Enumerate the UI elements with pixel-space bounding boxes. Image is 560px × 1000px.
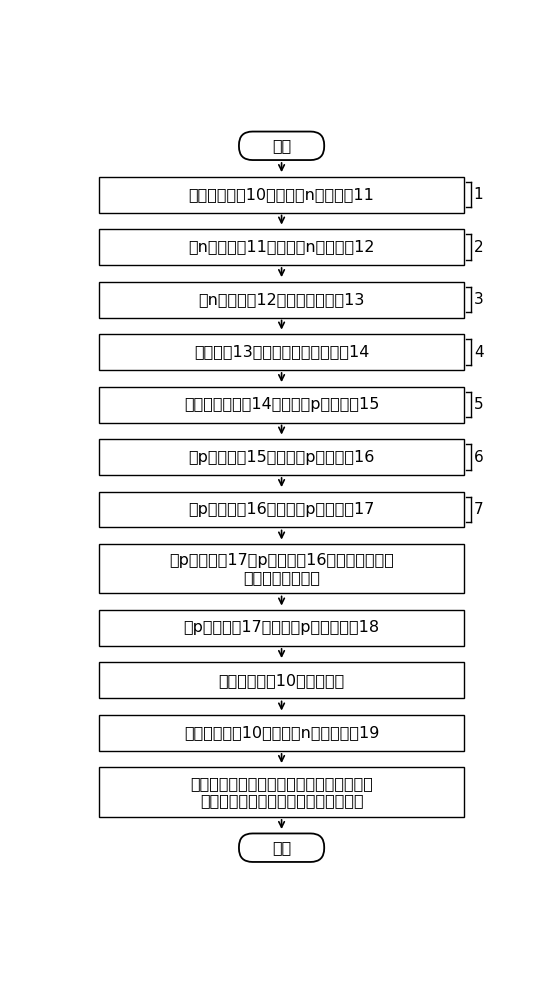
FancyBboxPatch shape xyxy=(100,177,464,213)
Text: 3: 3 xyxy=(474,292,483,307)
Text: 5: 5 xyxy=(474,397,483,412)
Text: 6: 6 xyxy=(474,450,483,465)
FancyBboxPatch shape xyxy=(100,334,464,370)
Text: 在量子阱有源区14之上生长p型波导层15: 在量子阱有源区14之上生长p型波导层15 xyxy=(184,397,379,412)
Text: 对p型接触层17和p型限制层16进行湿法腐蚀或
干法刻蚀形成脊型: 对p型接触层17和p型限制层16进行湿法腐蚀或 干法刻蚀形成脊型 xyxy=(169,553,394,585)
Text: 在砷化镓衬底10背面制作n型欧姆电极19: 在砷化镓衬底10背面制作n型欧姆电极19 xyxy=(184,725,379,740)
Text: 结束: 结束 xyxy=(272,840,291,855)
Text: 在p型波导层15之上生长p型限制层16: 在p型波导层15之上生长p型限制层16 xyxy=(188,450,375,465)
Text: 1: 1 xyxy=(474,187,483,202)
Text: 在n型限制层11之上生长n型波导层12: 在n型限制层11之上生长n型波导层12 xyxy=(188,240,375,255)
FancyBboxPatch shape xyxy=(239,132,324,160)
FancyBboxPatch shape xyxy=(100,715,464,751)
Text: 将砷化镓衬底10减薄、清洗: 将砷化镓衬底10减薄、清洗 xyxy=(218,673,345,688)
FancyBboxPatch shape xyxy=(100,387,464,423)
Text: 进行解理、镀膜，最后封装在管壳上，完成
具有低电子泄漏的砷化镓激光器的制作: 进行解理、镀膜，最后封装在管壳上，完成 具有低电子泄漏的砷化镓激光器的制作 xyxy=(190,776,373,808)
Text: 在砷化镓衬底10之上生长n型限制层11: 在砷化镓衬底10之上生长n型限制层11 xyxy=(189,187,375,202)
Text: 开始: 开始 xyxy=(272,138,291,153)
FancyBboxPatch shape xyxy=(100,767,464,817)
Text: 在p型限制层16之上生长p型接触层17: 在p型限制层16之上生长p型接触层17 xyxy=(188,502,375,517)
FancyBboxPatch shape xyxy=(100,282,464,318)
FancyBboxPatch shape xyxy=(100,439,464,475)
Text: 7: 7 xyxy=(474,502,483,517)
FancyBboxPatch shape xyxy=(100,544,464,593)
FancyBboxPatch shape xyxy=(100,229,464,265)
Text: 在插入层13之上生长量子阱有源区14: 在插入层13之上生长量子阱有源区14 xyxy=(194,345,369,360)
FancyBboxPatch shape xyxy=(239,833,324,862)
FancyBboxPatch shape xyxy=(100,610,464,646)
FancyBboxPatch shape xyxy=(100,492,464,527)
Text: 在p型接触层17之上制作p型欧姆电极18: 在p型接触层17之上制作p型欧姆电极18 xyxy=(184,620,380,635)
Text: 2: 2 xyxy=(474,240,483,255)
Text: 4: 4 xyxy=(474,345,483,360)
Text: 在n型波导层12之上生长插入层13: 在n型波导层12之上生长插入层13 xyxy=(198,292,365,307)
FancyBboxPatch shape xyxy=(100,662,464,698)
